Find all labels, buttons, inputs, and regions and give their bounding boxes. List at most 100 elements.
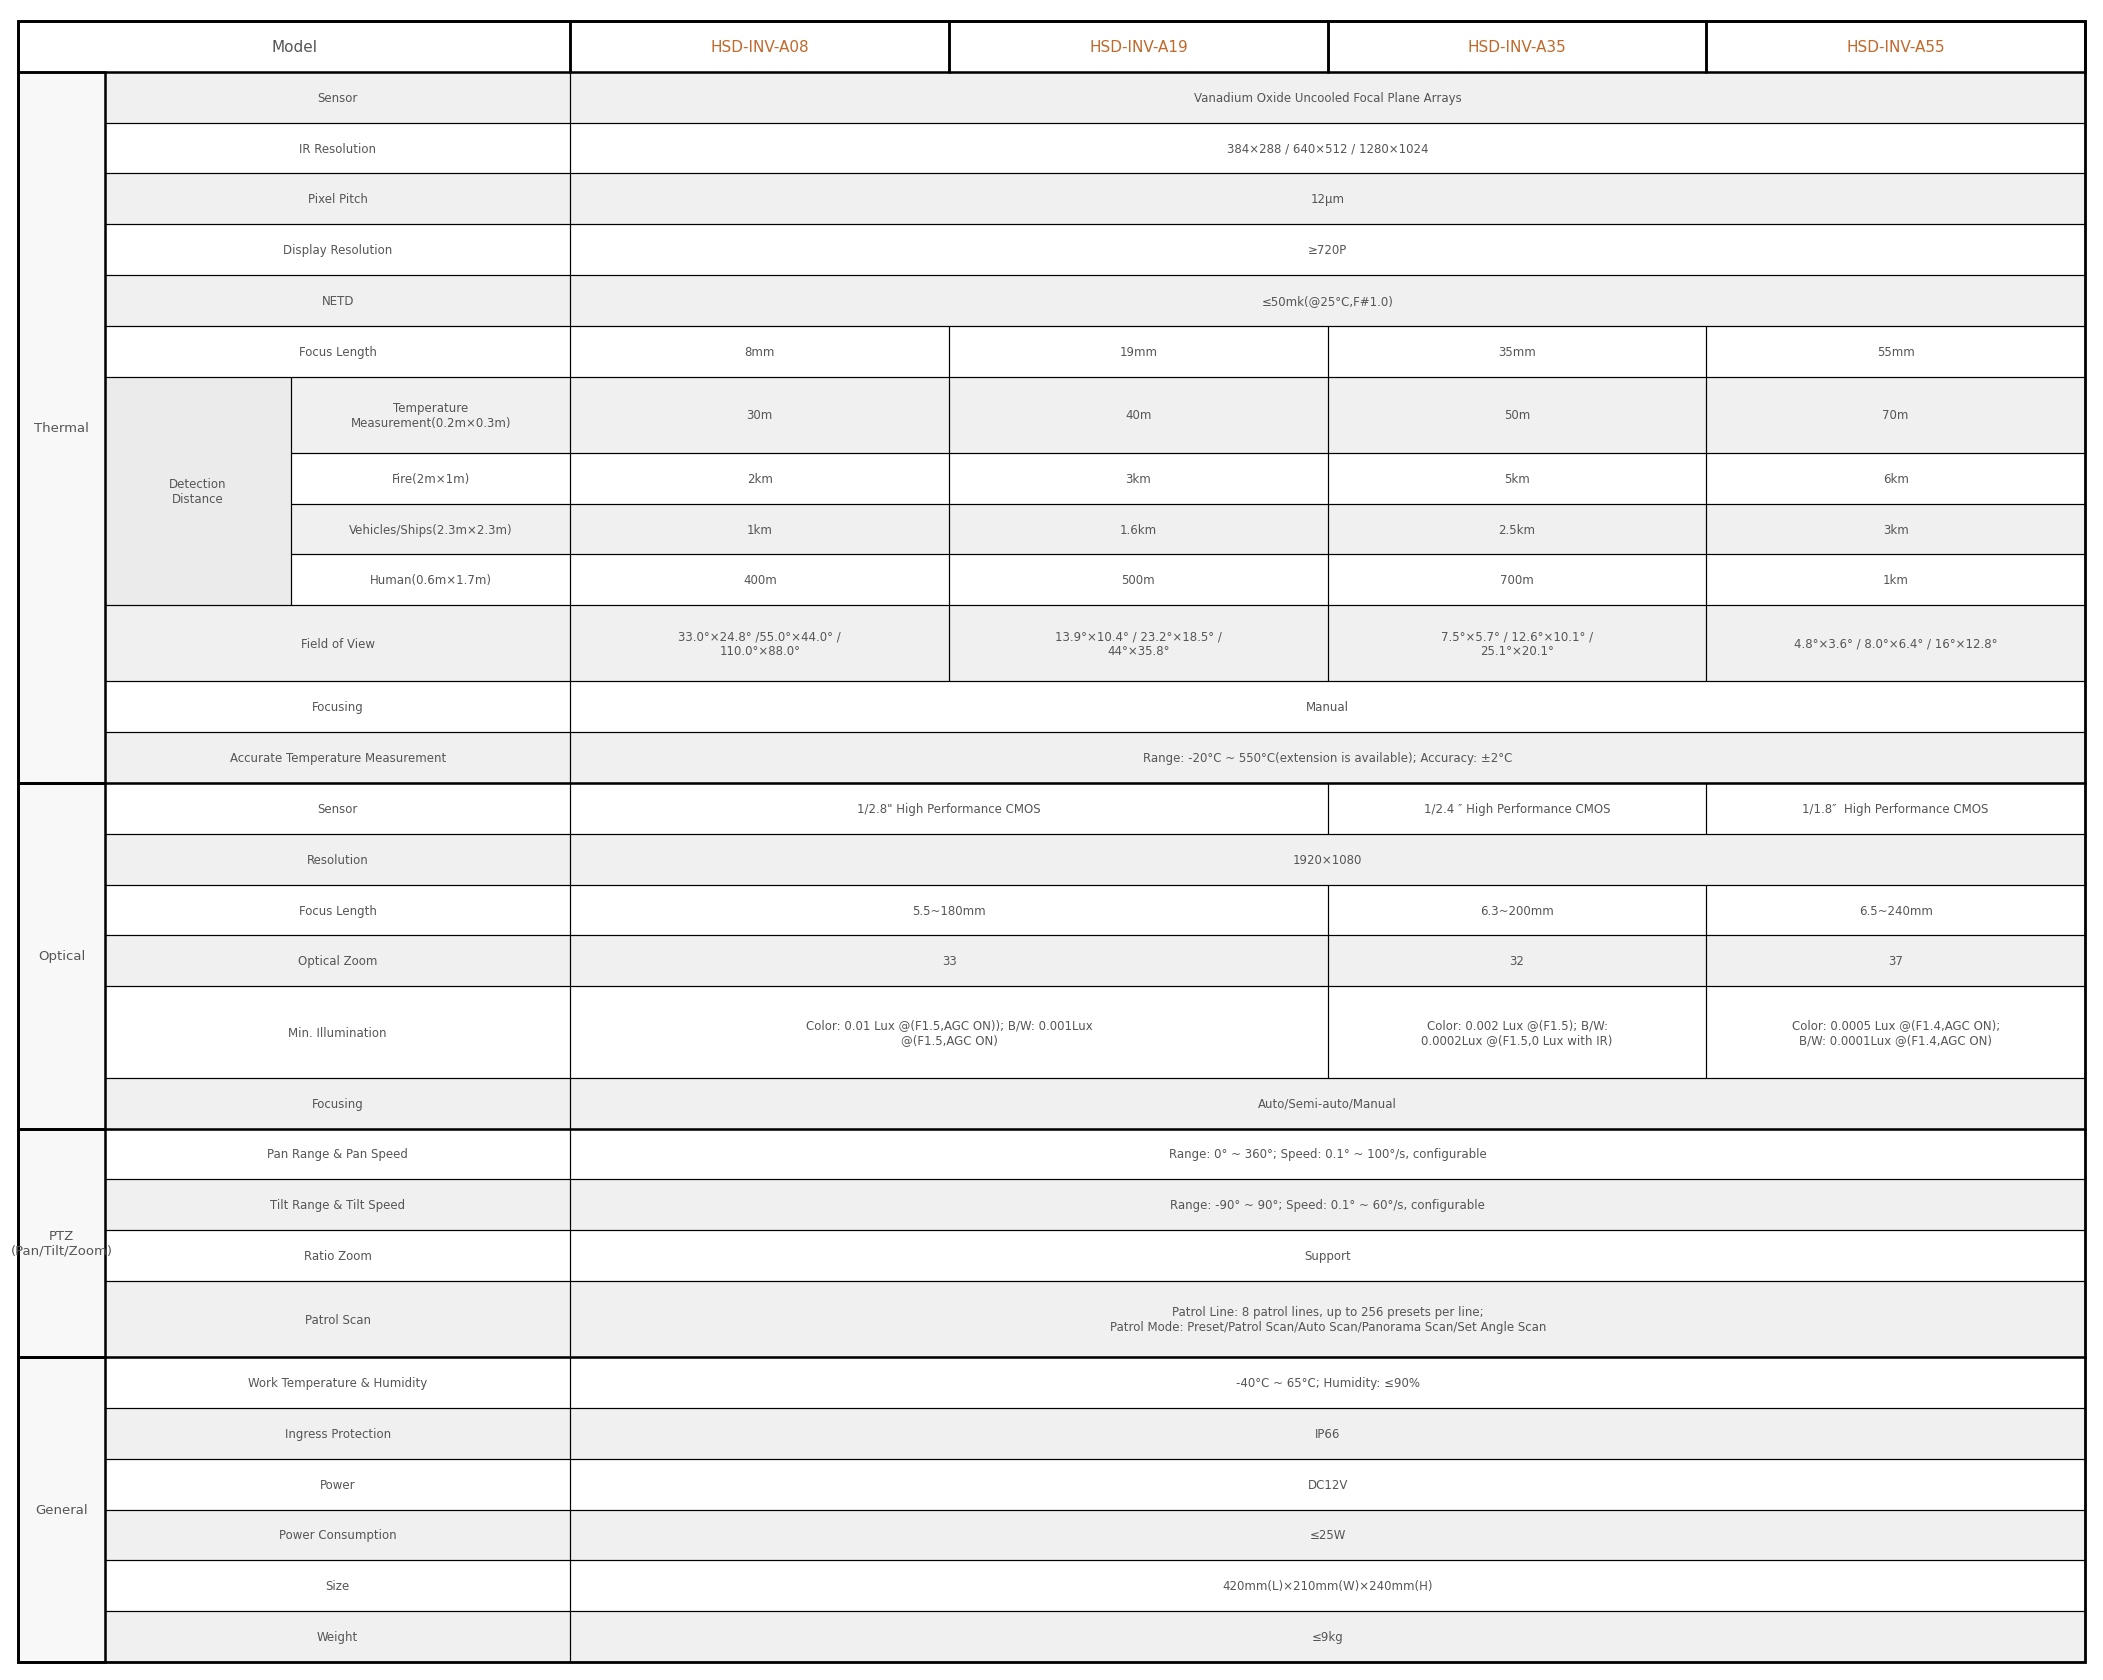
Bar	[1327, 885, 1706, 936]
Bar	[570, 606, 948, 682]
Bar	[105, 175, 570, 225]
Text: Color: 0.002 Lux @(F1.5); B/W:
0.0002Lux @(F1.5,0 Lux with IR): Color: 0.002 Lux @(F1.5); B/W: 0.0002Lux…	[1422, 1018, 1613, 1047]
Bar	[19, 783, 105, 1129]
Text: Optical: Optical	[38, 949, 84, 963]
Bar	[570, 682, 2084, 732]
Bar	[570, 1458, 2084, 1510]
Text: Auto/Semi-auto/Manual: Auto/Semi-auto/Manual	[1258, 1097, 1396, 1110]
Bar	[19, 1129, 105, 1357]
Bar	[105, 1408, 570, 1458]
Text: Weight: Weight	[318, 1630, 358, 1643]
Bar	[105, 1129, 570, 1179]
Bar	[105, 326, 570, 378]
Bar	[1706, 326, 2084, 378]
Bar	[570, 175, 2084, 225]
Bar	[1327, 606, 1706, 682]
Bar	[1706, 606, 2084, 682]
Bar	[570, 1230, 2084, 1282]
Text: General: General	[36, 1504, 88, 1515]
Text: HSD-INV-A35: HSD-INV-A35	[1468, 40, 1567, 55]
Bar	[19, 1357, 105, 1662]
Bar	[570, 1230, 2084, 1282]
Bar	[1327, 936, 1706, 986]
Bar	[1706, 936, 2084, 986]
Text: Patrol Scan: Patrol Scan	[305, 1312, 370, 1326]
Bar	[1327, 783, 1706, 835]
Bar	[105, 682, 570, 732]
Bar	[290, 504, 570, 554]
Bar	[570, 326, 948, 378]
Bar	[105, 1611, 570, 1662]
Text: HSD-INV-A08: HSD-INV-A08	[711, 40, 810, 55]
Bar	[1327, 326, 1706, 378]
Bar	[570, 732, 2084, 783]
Text: Thermal: Thermal	[34, 422, 88, 435]
Bar	[105, 986, 570, 1079]
Text: Range: -90° ~ 90°; Speed: 0.1° ~ 60°/s, configurable: Range: -90° ~ 90°; Speed: 0.1° ~ 60°/s, …	[1169, 1198, 1485, 1211]
Bar	[105, 1611, 570, 1662]
Bar	[105, 835, 570, 885]
Bar	[105, 1357, 570, 1408]
Text: Human(0.6m×1.7m): Human(0.6m×1.7m)	[370, 575, 492, 586]
Text: Field of View: Field of View	[301, 637, 374, 650]
Bar	[105, 986, 570, 1079]
Text: 1/2.4 ″ High Performance CMOS: 1/2.4 ″ High Performance CMOS	[1424, 803, 1611, 815]
Bar	[105, 1079, 570, 1129]
Bar	[105, 225, 570, 276]
Text: Pixel Pitch: Pixel Pitch	[307, 193, 368, 207]
Bar	[570, 885, 1327, 936]
Bar	[1327, 606, 1706, 682]
Bar	[1706, 378, 2084, 454]
Bar	[948, 554, 1327, 606]
Bar	[1327, 378, 1706, 454]
Text: 6km: 6km	[1882, 472, 1910, 486]
Bar	[1706, 986, 2084, 1079]
Bar	[948, 22, 1327, 72]
Text: 1/2.8" High Performance CMOS: 1/2.8" High Performance CMOS	[858, 803, 1041, 815]
Text: NETD: NETD	[322, 294, 353, 307]
Bar	[570, 454, 948, 504]
Bar	[948, 606, 1327, 682]
Bar	[570, 1510, 2084, 1561]
Bar	[1327, 936, 1706, 986]
Bar	[105, 124, 570, 175]
Bar	[19, 22, 2084, 72]
Bar	[105, 783, 570, 835]
Bar	[570, 72, 2084, 124]
Bar	[570, 504, 948, 554]
Bar	[948, 606, 1327, 682]
Bar	[570, 454, 948, 504]
Bar	[1327, 504, 1706, 554]
Text: 6.5~240mm: 6.5~240mm	[1859, 904, 1933, 917]
Text: 37: 37	[1888, 954, 1903, 968]
Text: 19mm: 19mm	[1119, 346, 1157, 358]
Bar	[105, 1408, 570, 1458]
Text: Detection
Distance: Detection Distance	[168, 477, 227, 506]
Bar	[105, 606, 570, 682]
Text: 32: 32	[1510, 954, 1525, 968]
Text: 50m: 50m	[1504, 408, 1531, 422]
Text: HSD-INV-A19: HSD-INV-A19	[1089, 40, 1188, 55]
Bar	[1327, 885, 1706, 936]
Bar	[570, 378, 948, 454]
Text: Fire(2m×1m): Fire(2m×1m)	[391, 472, 469, 486]
Bar	[1327, 986, 1706, 1079]
Text: 5km: 5km	[1504, 472, 1529, 486]
Bar	[570, 276, 2084, 326]
Bar	[570, 835, 2084, 885]
Bar	[570, 326, 948, 378]
Text: Model: Model	[271, 40, 318, 55]
Bar	[570, 936, 1327, 986]
Bar	[105, 1079, 570, 1129]
Bar	[105, 175, 570, 225]
Bar	[570, 276, 2084, 326]
Text: 1920×1080: 1920×1080	[1293, 853, 1363, 867]
Bar	[105, 936, 570, 986]
Bar	[105, 1510, 570, 1561]
Text: Manual: Manual	[1306, 701, 1350, 714]
Bar	[570, 124, 2084, 175]
Text: PTZ
(Pan/Tilt/Zoom): PTZ (Pan/Tilt/Zoom)	[11, 1230, 111, 1257]
Text: HSD-INV-A55: HSD-INV-A55	[1846, 40, 1945, 55]
Bar	[1706, 454, 2084, 504]
Text: Optical Zoom: Optical Zoom	[299, 954, 376, 968]
